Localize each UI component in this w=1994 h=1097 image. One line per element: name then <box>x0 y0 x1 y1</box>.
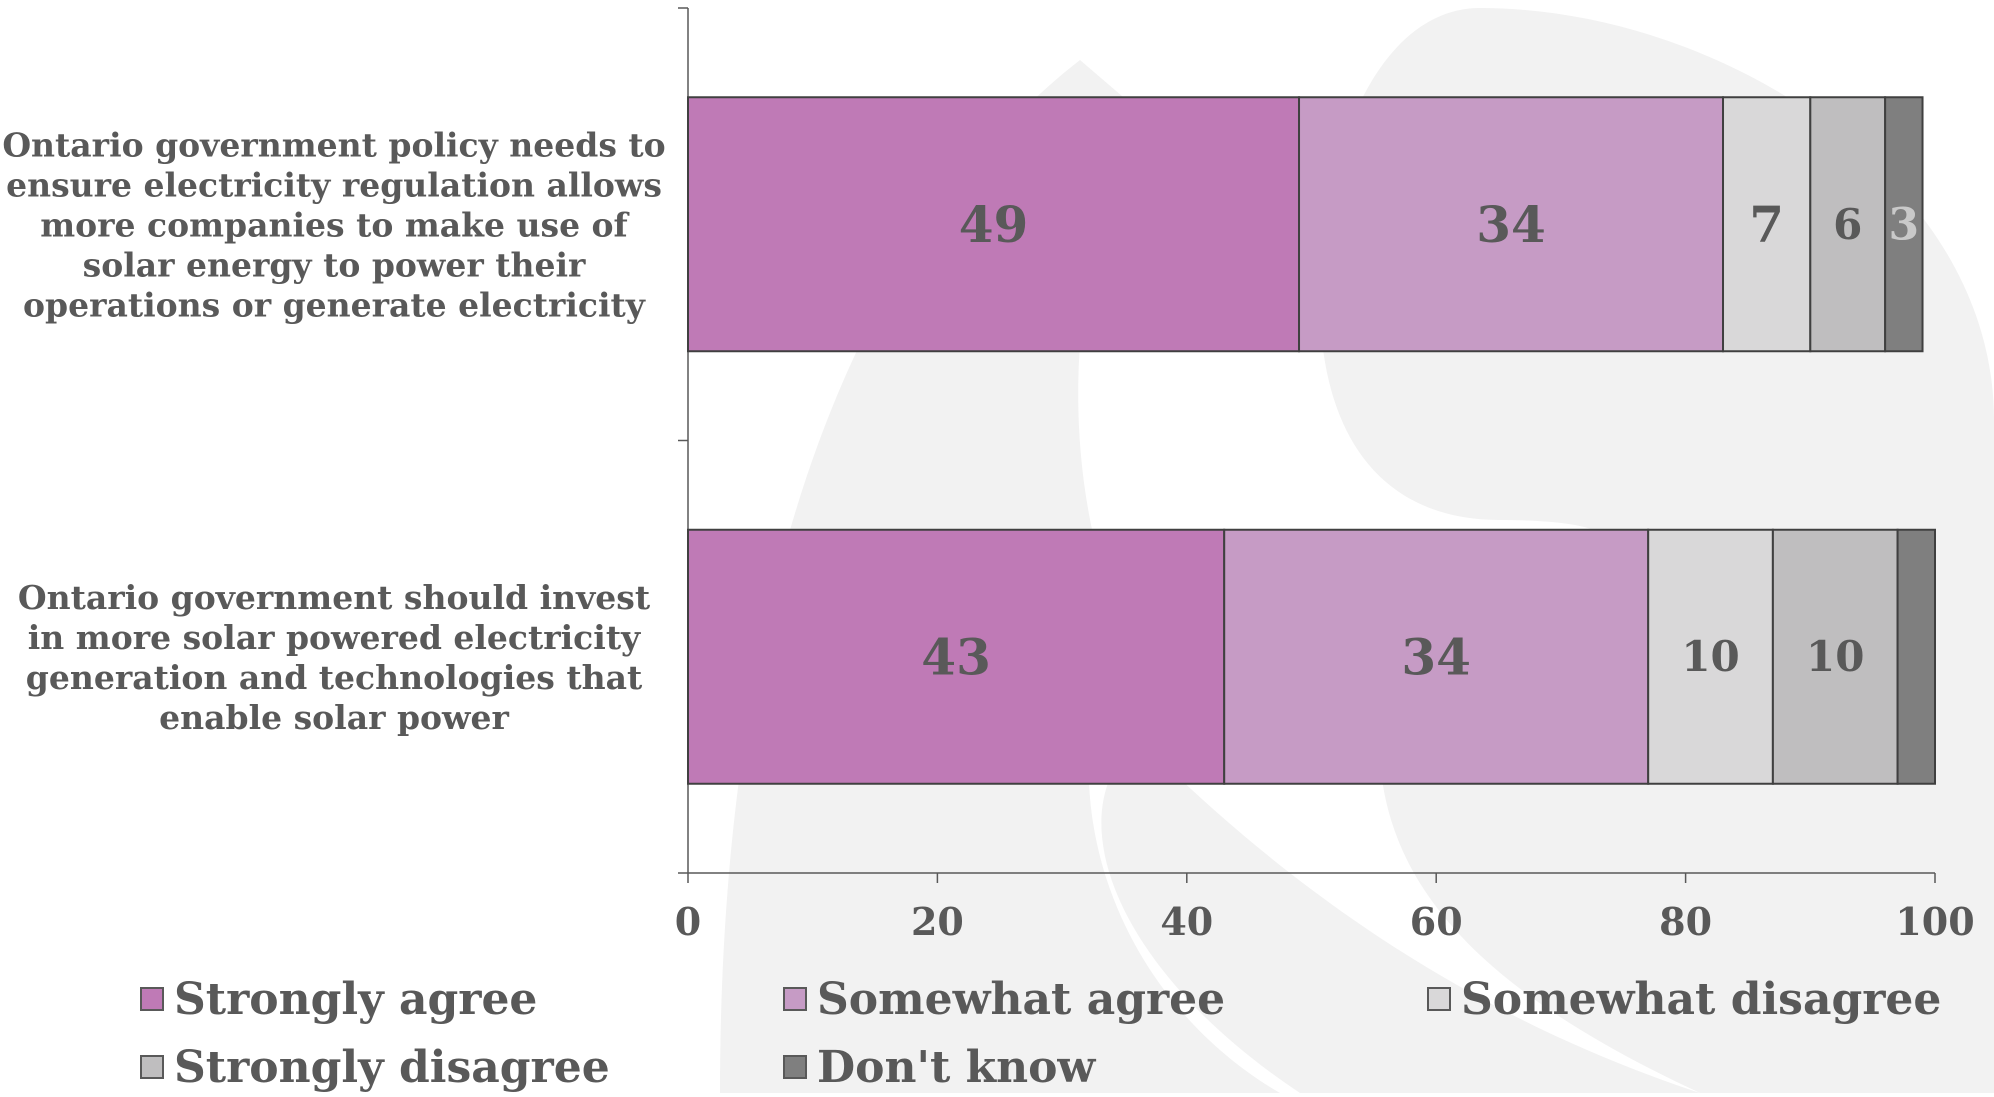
category-label-line: operations or generate electricity <box>23 285 646 324</box>
data-label: 43 <box>921 627 991 686</box>
bar-segment <box>1809 96 1887 353</box>
x-tick-label: 40 <box>1160 899 1213 944</box>
bars <box>687 96 1936 785</box>
bar-segment <box>1771 528 1899 785</box>
category-label: Ontario government policy needs to ensure… <box>2 125 665 324</box>
bar-segment <box>1223 528 1650 785</box>
bar-segment <box>1647 528 1774 785</box>
bar-segment <box>1884 96 1924 353</box>
legend-swatch <box>140 987 164 1011</box>
legend-item: Strongly agree <box>140 971 537 1027</box>
data-label: 3 <box>1889 200 1920 251</box>
data-label: 34 <box>1401 627 1471 686</box>
bar-segment <box>1722 96 1812 353</box>
category-labels: Ontario government policy needs to ensure… <box>2 125 665 737</box>
legend-item: Don't know <box>783 1039 1095 1095</box>
category-label-line: enable solar power <box>159 698 509 737</box>
category-label-line: generation and technologies that <box>26 658 643 697</box>
legend-label: Strongly disagree <box>174 1041 610 1093</box>
legend-item: Somewhat disagree <box>1427 971 1941 1027</box>
bar-segment <box>1896 528 1936 785</box>
legend-item: Somewhat agree <box>783 971 1225 1027</box>
data-label: 34 <box>1476 195 1546 254</box>
legend: Strongly agree Somewhat agree Somewhat dis… <box>0 962 1994 1093</box>
legend-label: Don't know <box>817 1041 1096 1093</box>
category-label-line: Ontario government should invest <box>18 578 651 617</box>
category-label: Ontario government should invest in more … <box>18 578 651 737</box>
bar-segment <box>687 96 1301 353</box>
legend-swatch <box>783 987 807 1011</box>
category-label-line: ensure electricity regulation allows <box>6 165 662 204</box>
background-swoosh-lower <box>1101 740 1700 1093</box>
legend-label: Strongly agree <box>174 973 538 1025</box>
x-tick-label: 100 <box>1895 899 1974 944</box>
data-labels: 49 34 7 6 3 43 34 10 10 <box>921 195 1919 687</box>
x-tick-label: 80 <box>1659 899 1712 944</box>
x-tick-label: 60 <box>1410 899 1463 944</box>
category-label-line: more companies to make use of <box>40 205 629 244</box>
legend-label: Somewhat disagree <box>1461 973 1942 1025</box>
data-label: 6 <box>1833 200 1862 249</box>
legend-swatch <box>783 1055 807 1079</box>
category-label-line: in more solar powered electricity <box>28 618 641 657</box>
x-tick-label: 0 <box>675 899 701 944</box>
data-label: 10 <box>1806 632 1864 681</box>
data-label: 7 <box>1749 195 1784 254</box>
legend-swatch <box>140 1055 164 1079</box>
legend-swatch <box>1427 987 1451 1011</box>
bar-segment <box>1298 96 1725 353</box>
legend-label: Somewhat agree <box>817 973 1226 1025</box>
bar-segment <box>687 528 1226 785</box>
data-label: 10 <box>1681 632 1739 681</box>
category-label-line: solar energy to power their <box>83 245 586 284</box>
legend-item: Strongly disagree <box>140 1039 610 1095</box>
x-tick-label: 20 <box>911 899 964 944</box>
axes: 0 20 40 60 80 100 <box>675 7 1975 944</box>
category-label-line: Ontario government policy needs to <box>2 125 665 164</box>
data-label: 49 <box>959 195 1029 254</box>
